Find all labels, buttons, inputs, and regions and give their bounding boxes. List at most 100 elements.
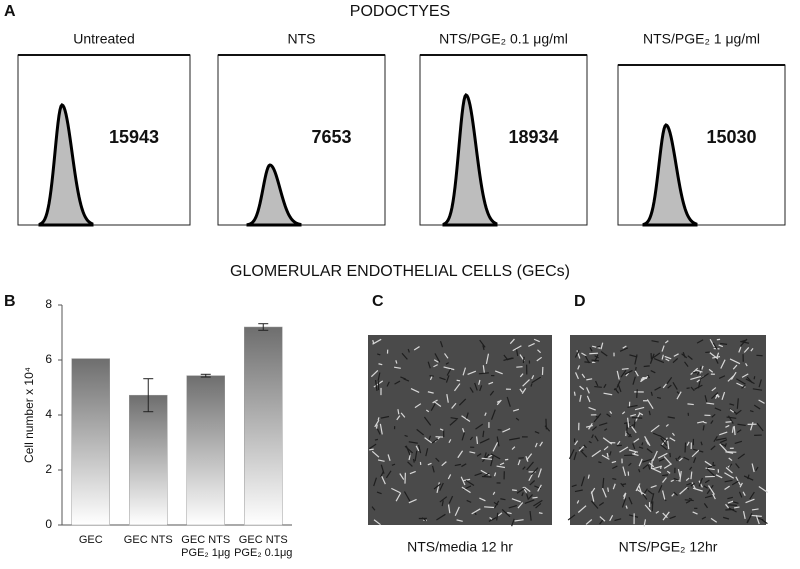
cell-texture: [409, 470, 416, 475]
cell-texture: [537, 349, 542, 354]
cell-texture: [433, 401, 442, 407]
cell-texture: [696, 339, 704, 344]
panel-label: C: [372, 293, 384, 310]
cell-texture: [526, 494, 529, 500]
cell-texture: [448, 439, 452, 444]
cell-texture: [476, 436, 479, 444]
cell-texture: [529, 510, 532, 521]
cell-texture: [673, 491, 678, 496]
cell-texture: [611, 460, 617, 464]
cell-texture: [585, 424, 593, 428]
cell-texture: [593, 413, 602, 423]
cell-texture: [451, 402, 457, 409]
cell-texture: [621, 411, 626, 415]
cell-texture: [683, 456, 690, 461]
cell-texture: [707, 464, 716, 469]
cell-texture: [482, 365, 485, 374]
cell-texture: [666, 376, 673, 385]
cell-texture: [478, 379, 481, 385]
cell-texture: [628, 496, 633, 505]
cell-texture: [496, 512, 499, 521]
cell-texture: [424, 437, 433, 444]
cell-texture: [531, 375, 535, 380]
histogram-title: NTS: [288, 31, 316, 47]
cell-texture: [377, 459, 385, 462]
cell-texture: [453, 383, 461, 392]
cell-texture: [385, 470, 392, 479]
cell-texture: [614, 518, 622, 522]
cell-texture: [462, 428, 465, 433]
error-bar: [143, 378, 154, 413]
cell-texture: [714, 394, 719, 399]
cell-texture: [690, 367, 699, 375]
cell-texture: [749, 491, 755, 500]
cell-texture: [493, 500, 500, 509]
cell-texture: [746, 513, 753, 524]
cell-texture: [433, 364, 438, 368]
cell-texture: [643, 365, 650, 368]
cell-texture: [660, 444, 668, 451]
caption: NTS/PGE₂ 12hr: [619, 539, 718, 555]
cell-texture: [574, 440, 579, 446]
cell-texture: [515, 417, 520, 421]
cell-texture: [662, 474, 669, 477]
cell-texture: [601, 487, 607, 498]
cell-texture: [573, 451, 577, 461]
cell-texture: [691, 449, 700, 458]
bar: [186, 375, 225, 526]
cell-texture: [449, 418, 458, 426]
cell-texture: [600, 351, 608, 357]
cell-texture: [732, 501, 739, 504]
cell-texture: [654, 386, 662, 391]
cell-texture: [719, 439, 728, 444]
cell-texture: [436, 482, 440, 494]
cell-texture: [374, 380, 378, 391]
cell-texture: [758, 399, 765, 404]
micrograph: [570, 335, 766, 525]
cell-texture: [646, 448, 653, 454]
cell-texture: [679, 486, 688, 495]
y-tick-label: 8: [45, 297, 52, 311]
cell-texture: [511, 518, 515, 527]
cell-texture: [622, 345, 627, 349]
cell-texture: [509, 437, 520, 441]
cell-texture: [620, 482, 625, 488]
cell-texture: [465, 479, 475, 487]
cell-texture: [669, 437, 676, 442]
cell-texture: [463, 478, 471, 482]
cell-texture: [706, 484, 714, 495]
cell-texture: [710, 517, 718, 523]
cell-texture: [475, 423, 484, 430]
cell-texture: [710, 420, 714, 424]
cell-texture: [603, 392, 613, 396]
cell-texture: [586, 395, 591, 403]
cell-texture: [531, 376, 542, 384]
cell-texture: [721, 391, 726, 401]
cell-texture: [622, 483, 627, 486]
cell-texture: [490, 456, 494, 467]
cell-texture: [488, 381, 494, 385]
cell-texture: [652, 352, 661, 359]
cell-texture: [517, 502, 524, 509]
cell-texture: [432, 399, 438, 404]
cell-texture: [693, 457, 697, 464]
cell-texture: [673, 353, 679, 357]
cell-texture: [665, 423, 669, 427]
cell-texture: [529, 480, 536, 486]
cell-texture: [685, 477, 690, 482]
cell-texture: [616, 380, 621, 388]
cell-texture: [690, 386, 695, 392]
cell-texture: [750, 348, 754, 352]
cell-texture: [719, 443, 728, 452]
cell-texture: [519, 373, 524, 378]
cell-texture: [479, 438, 490, 444]
cell-texture: [644, 504, 652, 513]
cell-texture: [720, 359, 726, 369]
cell-texture: [725, 467, 733, 474]
cell-texture: [755, 514, 760, 525]
mfi-value: 15030: [706, 127, 756, 147]
cell-texture: [446, 394, 449, 403]
histogram-curve: [642, 123, 698, 227]
cell-texture: [713, 435, 718, 443]
